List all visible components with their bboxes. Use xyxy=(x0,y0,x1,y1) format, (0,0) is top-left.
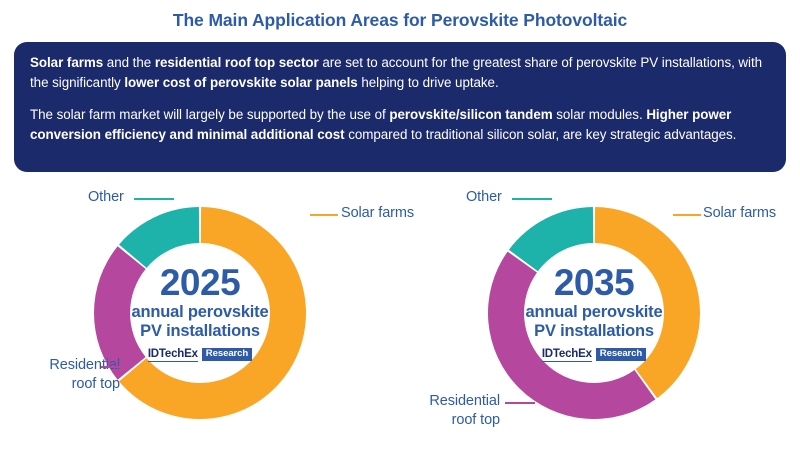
leader-line-other-2035 xyxy=(512,198,552,200)
donut-chart-2025: 2025 annual perovskite PV installations … xyxy=(92,205,308,421)
donut-svg-2025 xyxy=(93,207,307,419)
leader-line-other-2025 xyxy=(134,198,174,200)
donut-slice xyxy=(488,251,656,419)
leader-line-residential-2025 xyxy=(101,366,128,368)
label-residential-line1: Residential xyxy=(429,393,500,409)
donut-slice xyxy=(93,246,146,380)
label-other-2035: Other xyxy=(466,189,502,205)
label-residential-roof-top-2035: Residential roof top xyxy=(380,392,500,429)
page-title: The Main Application Areas for Perovskit… xyxy=(172,10,628,30)
label-residential-line2: roof top xyxy=(451,411,500,428)
donut-slice xyxy=(508,207,594,272)
label-residential-line1: Residential xyxy=(49,357,120,373)
donut-slice xyxy=(594,207,700,399)
leader-line-solar-farms-2035 xyxy=(673,214,701,216)
label-residential-roof-top-2025: Residential roof top xyxy=(0,356,120,393)
callout-paragraph-1: Solar farms and the residential roof top… xyxy=(30,55,763,90)
donut-svg-2035 xyxy=(488,207,700,419)
donut-slice xyxy=(119,207,307,419)
label-residential-line2: roof top xyxy=(71,375,120,392)
donut-chart-2035: 2035 annual perovskite PV installations … xyxy=(486,205,702,421)
leader-line-solar-farms-2025 xyxy=(310,214,338,216)
leader-line-residential-2035 xyxy=(505,402,535,404)
label-solar-farms-2025: Solar farms xyxy=(341,205,415,221)
donut-slice xyxy=(119,207,200,268)
callout-paragraph-2: The solar farm market will largely be su… xyxy=(30,107,737,142)
label-other-2025: Other xyxy=(88,189,124,205)
label-solar-farms-2035: Solar farms xyxy=(703,205,777,221)
key-insights-callout: Solar farms and the residential roof top… xyxy=(14,42,786,172)
